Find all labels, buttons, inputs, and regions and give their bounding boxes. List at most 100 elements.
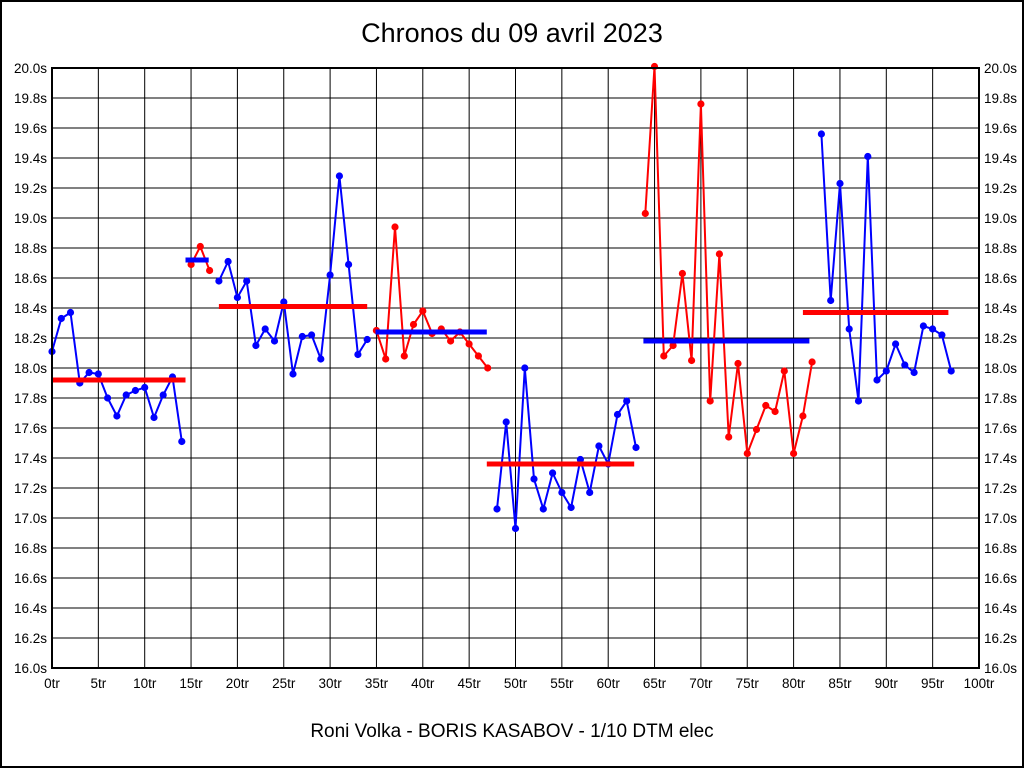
y-axis-tick-label-left: 19.0s xyxy=(14,211,47,226)
run-6-lap-marker xyxy=(799,412,807,420)
y-axis-tick-label-left: 18.8s xyxy=(14,241,47,256)
run-6-lap-marker xyxy=(780,367,788,375)
run-7-lap-marker xyxy=(836,179,844,188)
y-axis-tick-label-right: 17.0s xyxy=(984,511,1017,526)
run-2-lap-marker xyxy=(187,260,195,269)
run-7-lap-marker xyxy=(817,130,826,138)
run-1 xyxy=(48,308,186,446)
run-6 xyxy=(641,62,816,458)
run-4-lap-marker xyxy=(474,352,482,360)
y-axis-tick-label-right: 17.6s xyxy=(984,421,1017,436)
x-axis-tick-label: 5tr xyxy=(90,676,106,691)
run-6-lap-marker xyxy=(650,62,659,71)
run-3-lap-marker xyxy=(215,277,223,285)
grid-lines xyxy=(51,67,980,669)
run-1-lap-marker xyxy=(122,391,130,399)
run-5-lap-marker xyxy=(623,397,631,405)
run-6-line xyxy=(644,66,814,454)
run-5-lap-marker xyxy=(632,443,640,452)
run-4-lap-marker xyxy=(419,307,427,315)
run-6-lap-marker xyxy=(808,358,816,366)
run-7-lap-marker xyxy=(873,376,881,384)
run-3-lap-marker xyxy=(308,331,316,339)
run-5-lap-marker xyxy=(549,469,557,477)
run-3-lap-marker xyxy=(261,325,269,333)
x-axis-tick-label: 80tr xyxy=(782,676,806,691)
run-6-lap-marker xyxy=(734,359,742,368)
y-axis-tick-label-left: 17.2s xyxy=(14,481,47,496)
x-axis-tick-label: 90tr xyxy=(875,676,899,691)
run-3-lap-marker xyxy=(335,172,343,180)
run-7-lap-marker xyxy=(827,296,835,305)
run-6-lap-marker xyxy=(706,397,714,405)
run-1-lap-marker xyxy=(104,394,112,402)
x-axis-tick-label: 35tr xyxy=(365,676,389,691)
run-5-lap-marker xyxy=(586,488,594,497)
y-axis-tick-label-right: 18.0s xyxy=(984,361,1017,376)
chart-title: Chronos du 09 avril 2023 xyxy=(361,18,663,48)
run-5-lap-marker xyxy=(567,503,575,512)
run-6-lap-marker xyxy=(641,209,649,218)
run-5-lap-marker xyxy=(595,442,603,450)
run-3-lap-marker xyxy=(354,350,362,359)
run-7-lap-marker xyxy=(892,340,900,348)
y-axis-tick-label-left: 17.0s xyxy=(14,511,47,526)
run-3 xyxy=(215,172,371,378)
run-7-lap-marker xyxy=(845,325,853,333)
y-axis-tick-label-left: 16.6s xyxy=(14,571,47,586)
x-axis-tick-label: 95tr xyxy=(921,676,945,691)
y-axis-tick-label-left: 16.4s xyxy=(14,601,47,616)
run-5-lap-marker xyxy=(539,505,547,513)
y-axis-tick-label-left: 18.6s xyxy=(14,271,47,286)
run-7-lap-marker xyxy=(854,397,863,405)
x-axis-tick-label: 40tr xyxy=(411,676,435,691)
x-axis-tick-label: 30tr xyxy=(318,676,342,691)
y-axis-tick-label-right: 18.4s xyxy=(984,301,1017,316)
run-6-lap-marker xyxy=(715,250,724,258)
run-2-lap-marker xyxy=(196,242,204,251)
run-5-lap-marker xyxy=(511,524,520,533)
run-1-lap-marker xyxy=(131,386,139,395)
run-5 xyxy=(486,364,640,533)
x-axis-tick-label: 100tr xyxy=(964,676,995,691)
x-axis-labels: 0tr 5tr 10tr 15tr 20tr 25tr 30tr 35tr 40tr 45tr 50… xyxy=(44,676,995,691)
run-7-lap-marker xyxy=(910,368,918,377)
run-1-lap-marker xyxy=(57,314,65,323)
run-5-lap-marker xyxy=(613,410,622,419)
run-3-lap-marker xyxy=(252,341,260,350)
x-axis-tick-label: 50tr xyxy=(504,676,528,691)
run-5-lap-marker xyxy=(576,455,585,464)
run-4-lap-marker xyxy=(400,352,408,360)
run-1-lap-marker xyxy=(159,391,167,399)
run-1-lap-marker xyxy=(113,412,121,420)
y-axis-tick-label-left: 19.2s xyxy=(14,181,47,196)
y-axis-tick-label-right: 17.4s xyxy=(984,451,1017,466)
run-6-lap-marker xyxy=(762,401,770,410)
y-axis-tick-label-left: 19.4s xyxy=(14,151,47,166)
run-6-lap-marker xyxy=(743,449,751,458)
run-3-lap-marker xyxy=(363,335,371,344)
run-5-line xyxy=(496,367,637,529)
run-4-lap-marker xyxy=(382,355,390,363)
run-6-lap-marker xyxy=(771,407,779,416)
run-1-line xyxy=(51,310,183,442)
y-axis-tick-label-left: 17.6s xyxy=(14,421,47,436)
y-axis-tick-label-left: 17.8s xyxy=(14,391,47,406)
run-1-lap-marker xyxy=(85,368,93,377)
run-1-lap-marker xyxy=(94,370,102,378)
run-7-lap-marker xyxy=(864,152,872,161)
run-3-line xyxy=(217,175,369,375)
y-axis-tick-label-left: 19.6s xyxy=(14,121,47,136)
run-3-lap-marker xyxy=(270,337,279,345)
y-axis-tick-label-left: 18.0s xyxy=(14,361,47,376)
run-6-lap-marker xyxy=(790,449,798,458)
run-4 xyxy=(372,223,492,372)
y-axis-tick-label-right: 19.8s xyxy=(984,91,1017,106)
x-axis-tick-label: 20tr xyxy=(226,676,250,691)
y-axis-tick-label-right: 16.8s xyxy=(984,541,1017,556)
run-3-lap-marker xyxy=(317,355,325,363)
run-3-lap-marker xyxy=(298,332,306,341)
y-axis-tick-label-left: 16.2s xyxy=(14,631,47,646)
run-3-lap-marker xyxy=(233,293,241,302)
